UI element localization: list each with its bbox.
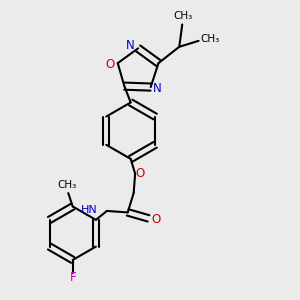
Text: O: O — [106, 58, 115, 70]
Text: O: O — [136, 167, 145, 180]
Text: O: O — [151, 213, 160, 226]
Text: CH₃: CH₃ — [57, 180, 76, 190]
Text: N: N — [153, 82, 162, 95]
Text: N: N — [126, 40, 135, 52]
Text: CH₃: CH₃ — [200, 34, 220, 44]
Text: HN: HN — [81, 205, 98, 215]
Text: F: F — [69, 271, 76, 284]
Text: CH₃: CH₃ — [173, 11, 193, 21]
